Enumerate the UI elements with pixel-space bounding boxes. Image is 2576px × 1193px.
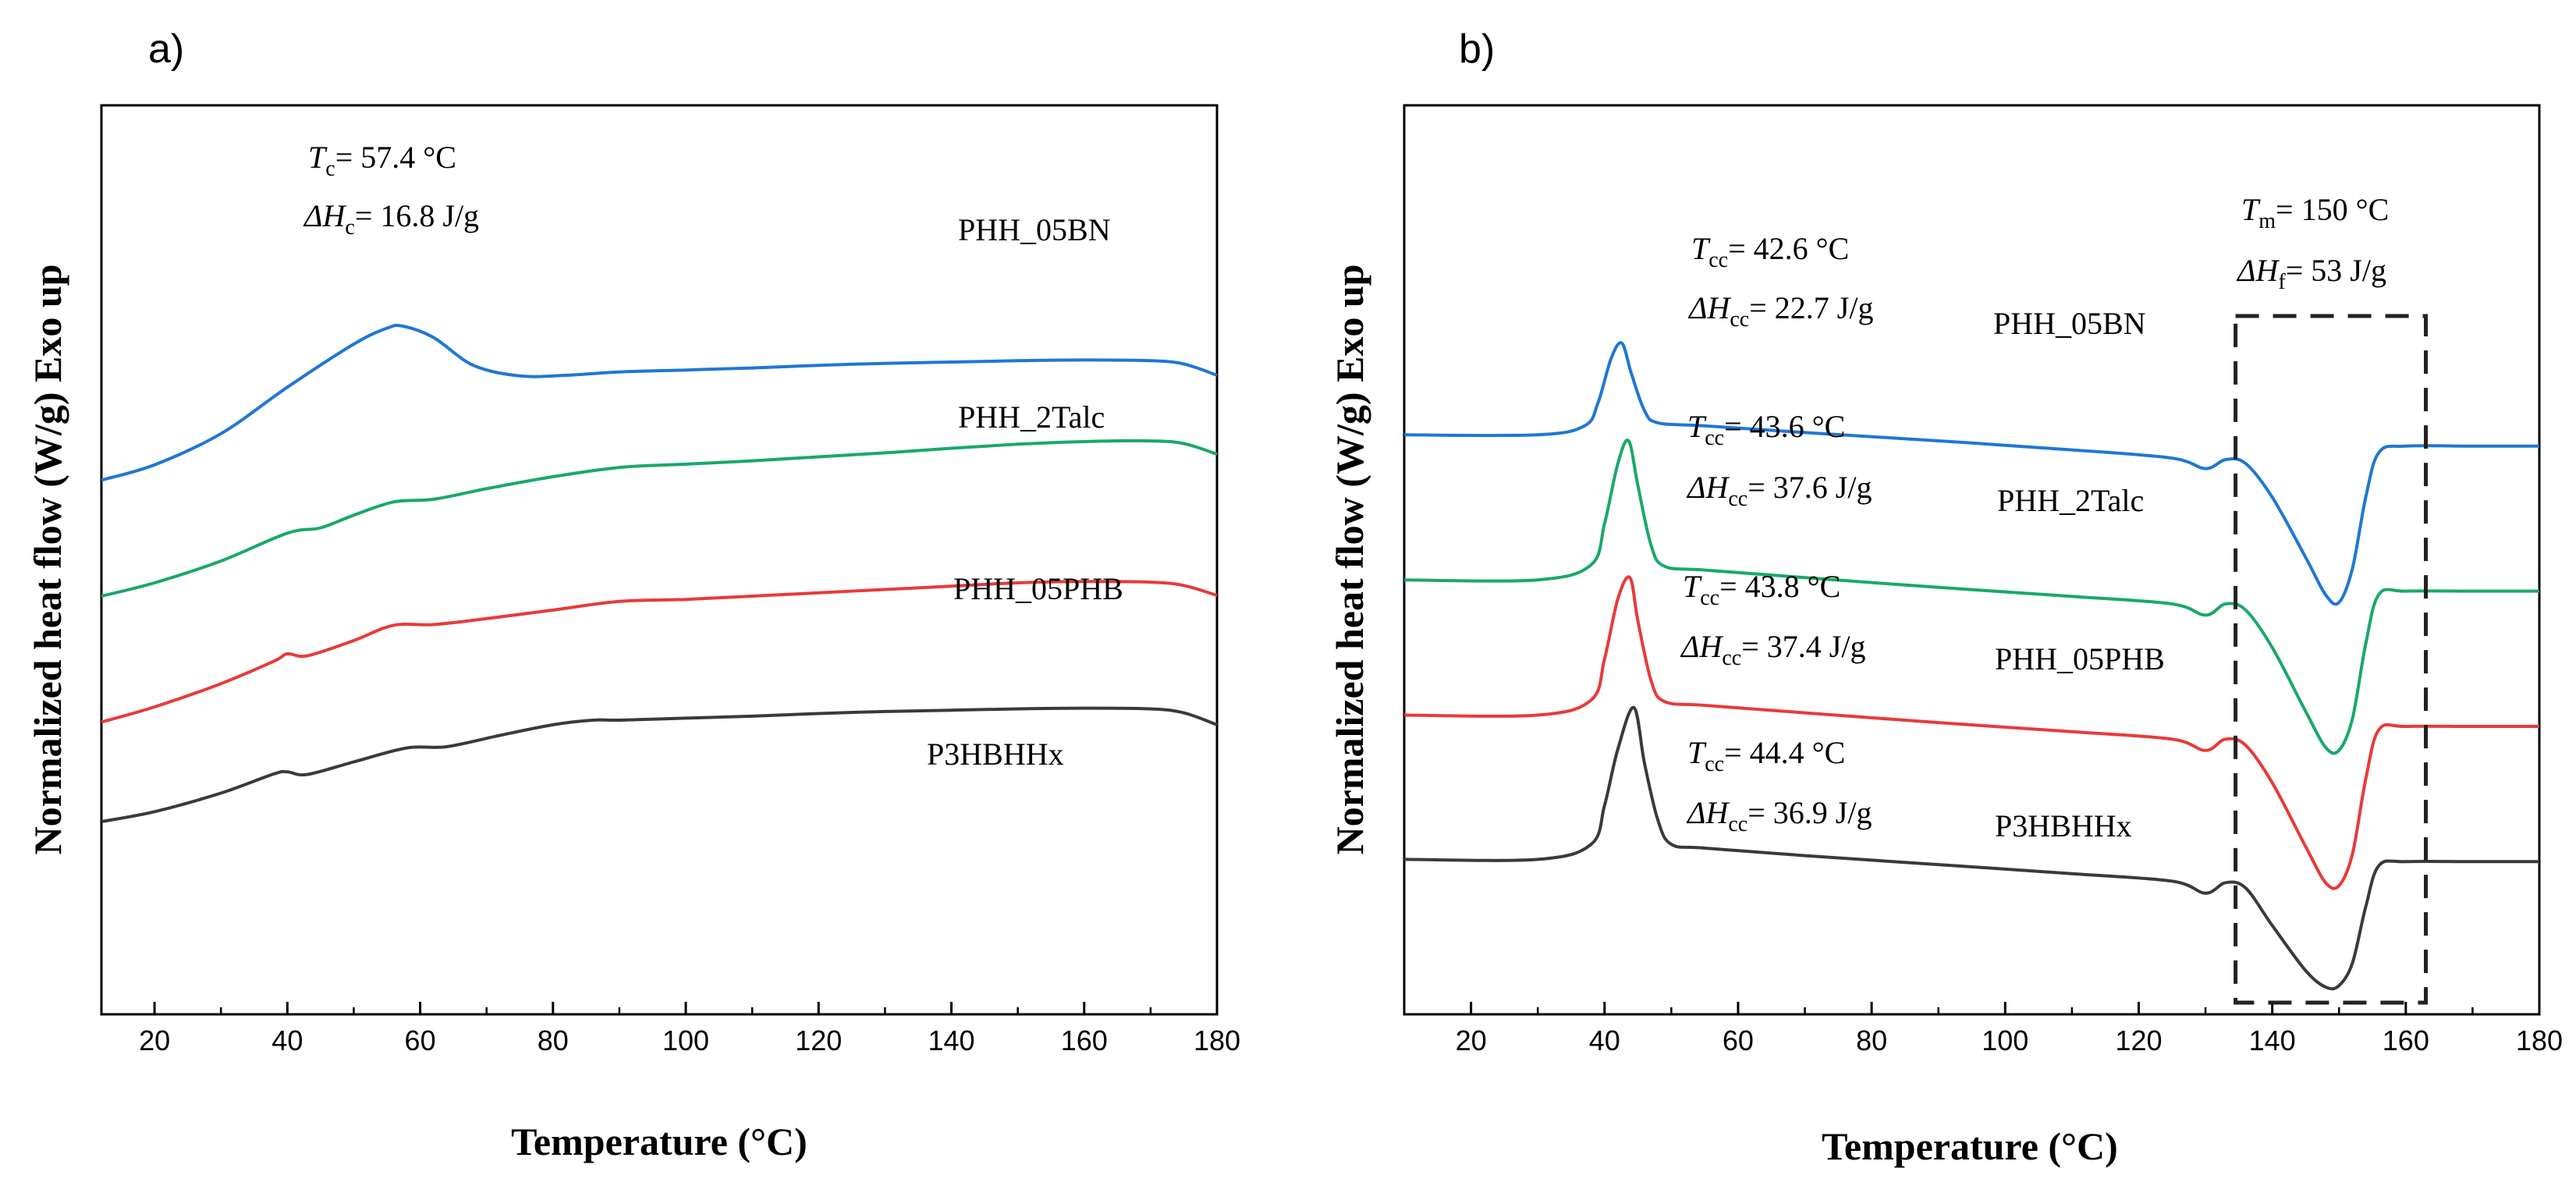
panel-b-plot-frame (1403, 104, 2541, 1016)
panel-a-letter: a) (148, 27, 184, 72)
panel-a-x-axis-title: Temperature (°C) (511, 1120, 807, 1163)
panel-b: b) 20 40 60 80 100 120 140 160 180 Temperature (… (1328, 27, 2563, 1168)
panel-a-series-phh-05phb (101, 580, 1218, 724)
panel-a-annotation-tc: Tc= 57.4 °C (308, 140, 456, 181)
panel-b-label-p3hbhhx: P3HBHHx (1995, 808, 2132, 843)
panel-b-label-phh-2talc: PHH_2Talc (1997, 483, 2144, 518)
panel-b-annotation-tcc-p3hbhhx: Tcc= 44.4 °C (1687, 735, 1845, 776)
panel-b-annotation-tcc-05bn: Tcc= 42.6 °C (1691, 231, 1849, 272)
panel-a-plot-frame (100, 104, 1219, 1016)
panel-b-x-tick-label-140: 140 (2249, 1024, 2296, 1056)
panel-b-x-tick-label-40: 40 (1589, 1024, 1620, 1056)
panel-a-x-tick-label-180: 180 (1194, 1024, 1240, 1056)
panel-a-series-phh-05bn (101, 323, 1218, 482)
panel-a-label-phh-05bn: PHH_05BN (958, 212, 1111, 247)
panel-b-x-tick-label-100: 100 (1982, 1024, 2028, 1056)
panel-b-annotation-tcc-05phb: Tcc= 43.8 °C (1683, 569, 1840, 610)
panel-b-annotation-dhf: ΔHf= 53 J/g (2236, 253, 2386, 294)
panel-b-label-phh-05bn: PHH_05BN (1993, 306, 2146, 341)
panel-a-x-tick-label-60: 60 (405, 1024, 436, 1056)
panel-b-annotation-tcc-2talc: Tcc= 43.6 °C (1687, 409, 1845, 450)
panel-b-annotation-dhcc-p3hbhhx: ΔHcc= 36.9 J/g (1686, 795, 1872, 836)
panel-a-label-p3hbhhx: P3HBHHx (927, 737, 1064, 772)
panel-b-annotation-dhcc-2talc: ΔHcc= 37.6 J/g (1686, 470, 1872, 511)
panel-b-x-tick-label-120: 120 (2115, 1024, 2162, 1056)
panel-b-letter: b) (1459, 27, 1495, 72)
panel-a-x-tick-label-40: 40 (271, 1024, 303, 1056)
panel-a-x-tick-label-80: 80 (538, 1024, 569, 1056)
panel-a-x-ticks: 20 40 60 80 100 120 140 160 180 (139, 1002, 1240, 1056)
panel-b-series-p3hbhhx (1403, 705, 2539, 991)
panel-b-x-ticks: 20 40 60 80 100 120 140 160 180 (1456, 1002, 2563, 1056)
panel-a-series (101, 323, 1218, 823)
panel-a-label-phh-05phb: PHH_05PHB (953, 571, 1123, 606)
panel-b-x-tick-label-60: 60 (1723, 1024, 1754, 1056)
panel-a-x-tick-label-160: 160 (1061, 1024, 1108, 1056)
panel-b-x-tick-label-20: 20 (1456, 1024, 1487, 1056)
panel-b-series-phh-2talc (1403, 438, 2539, 755)
panel-b-x-tick-label-180: 180 (2516, 1024, 2563, 1056)
panel-b-x-axis-title: Temperature (°C) (1822, 1124, 2118, 1168)
panel-b-annotation-tm: Tm= 150 °C (2241, 192, 2389, 233)
panel-a: a) 20 40 60 80 100 120 140 160 180 Temperature (… (26, 27, 1240, 1163)
panel-b-annotation-dhcc-05bn: ΔHcc= 22.7 J/g (1687, 290, 1873, 332)
panel-b-label-phh-05phb: PHH_05PHB (1995, 641, 2165, 676)
panel-a-annotation-dhc: ΔHc= 16.8 J/g (303, 198, 479, 240)
panel-b-y-axis-title: Normalized heat flow (W/g) Exo up (1328, 265, 1371, 855)
panel-a-series-p3hbhhx (101, 706, 1218, 823)
panel-b-x-tick-label-160: 160 (2383, 1024, 2429, 1056)
panel-a-series-phh-2talc (101, 438, 1218, 598)
panel-b-annotation-dhcc-05phb: ΔHcc= 37.4 J/g (1680, 629, 1865, 670)
panel-b-series (1403, 341, 2539, 991)
panel-a-y-axis-title: Normalized heat flow (W/g) Exo up (26, 265, 69, 855)
panel-b-melting-region-box (2234, 314, 2428, 1005)
panel-b-series-phh-05bn (1403, 341, 2539, 606)
panel-b-series-phh-05phb (1403, 575, 2539, 890)
panel-a-x-tick-label-140: 140 (928, 1024, 974, 1056)
panel-b-x-tick-label-80: 80 (1856, 1024, 1887, 1056)
panel-a-x-tick-label-20: 20 (139, 1024, 170, 1056)
panel-a-x-tick-label-100: 100 (662, 1024, 709, 1056)
panel-a-label-phh-2talc: PHH_2Talc (958, 399, 1105, 435)
panel-a-x-tick-label-120: 120 (795, 1024, 842, 1056)
